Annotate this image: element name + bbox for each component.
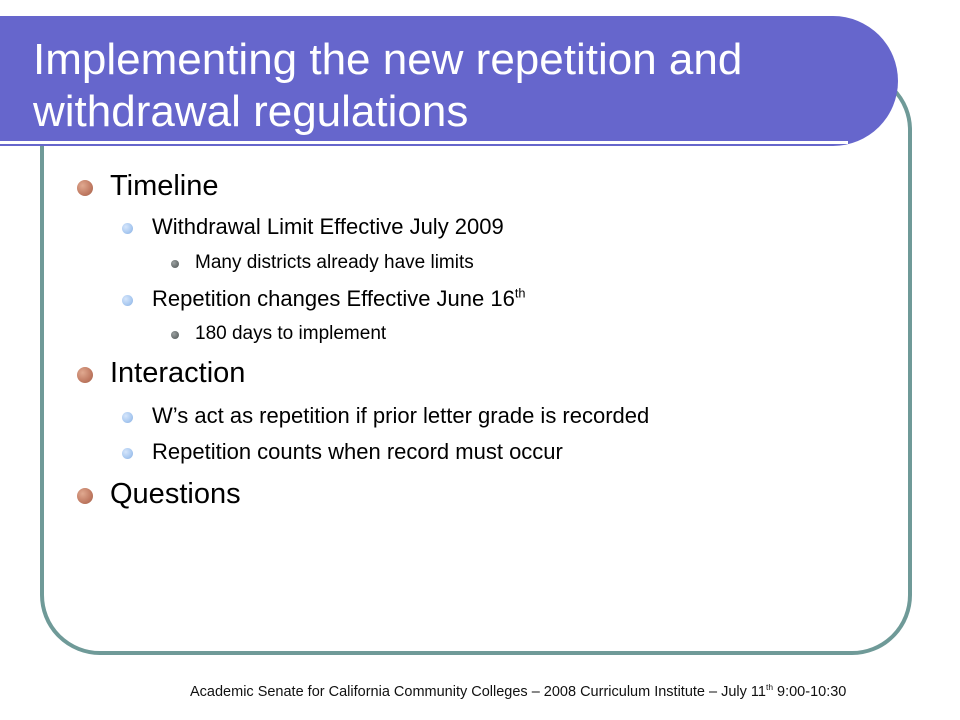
slide-footer: Academic Senate for California Community… — [190, 682, 847, 700]
slide-title: Implementing the new repetition and with… — [33, 35, 743, 136]
bullet-level1-icon — [77, 488, 93, 504]
bullet-text: Many districts already have limits — [195, 252, 474, 273]
title-underline — [0, 141, 848, 144]
bullet-text: W’s act as repetition if prior letter gr… — [152, 403, 650, 428]
bullet-withdrawal-limit: Withdrawal Limit Effective July 2009 — [122, 214, 504, 240]
bullet-text: Repetition counts when record must occur — [152, 439, 563, 464]
bullet-text: Questions — [110, 478, 241, 510]
bullet-text: Withdrawal Limit Effective July 2009 — [152, 214, 504, 239]
bullet-text: Repetition changes Effective June 16 — [152, 286, 515, 311]
bullet-level3-icon — [171, 331, 179, 339]
content-frame — [40, 70, 912, 655]
title-bar: Implementing the new repetition and with… — [0, 16, 898, 146]
footer-superscript: th — [765, 682, 773, 693]
bullet-text: Interaction — [110, 357, 246, 389]
footer-time: 9:00-10:30 — [773, 684, 847, 700]
bullet-many-districts: Many districts already have limits — [171, 252, 474, 274]
footer-text: Academic Senate for California Community… — [190, 684, 766, 700]
bullet-level2-icon — [122, 412, 133, 423]
bullet-ws-act: W’s act as repetition if prior letter gr… — [122, 403, 650, 429]
bullet-interaction: Interaction — [77, 357, 246, 390]
bullet-repetition-changes: Repetition changes Effective June 16th — [122, 285, 526, 312]
bullet-text: Timeline — [110, 170, 219, 202]
bullet-level2-icon — [122, 295, 133, 306]
bullet-timeline: Timeline — [77, 170, 219, 203]
bullet-180-days: 180 days to implement — [171, 323, 387, 345]
bullet-level3-icon — [171, 260, 179, 268]
bullet-repetition-counts: Repetition counts when record must occur — [122, 439, 563, 465]
bullet-level1-icon — [77, 367, 93, 383]
bullet-questions: Questions — [77, 478, 241, 511]
bullet-text-superscript: th — [514, 285, 526, 301]
bullet-level2-icon — [122, 223, 133, 234]
bullet-level2-icon — [122, 448, 133, 459]
bullet-text: 180 days to implement — [195, 323, 387, 344]
bullet-level1-icon — [77, 180, 93, 196]
